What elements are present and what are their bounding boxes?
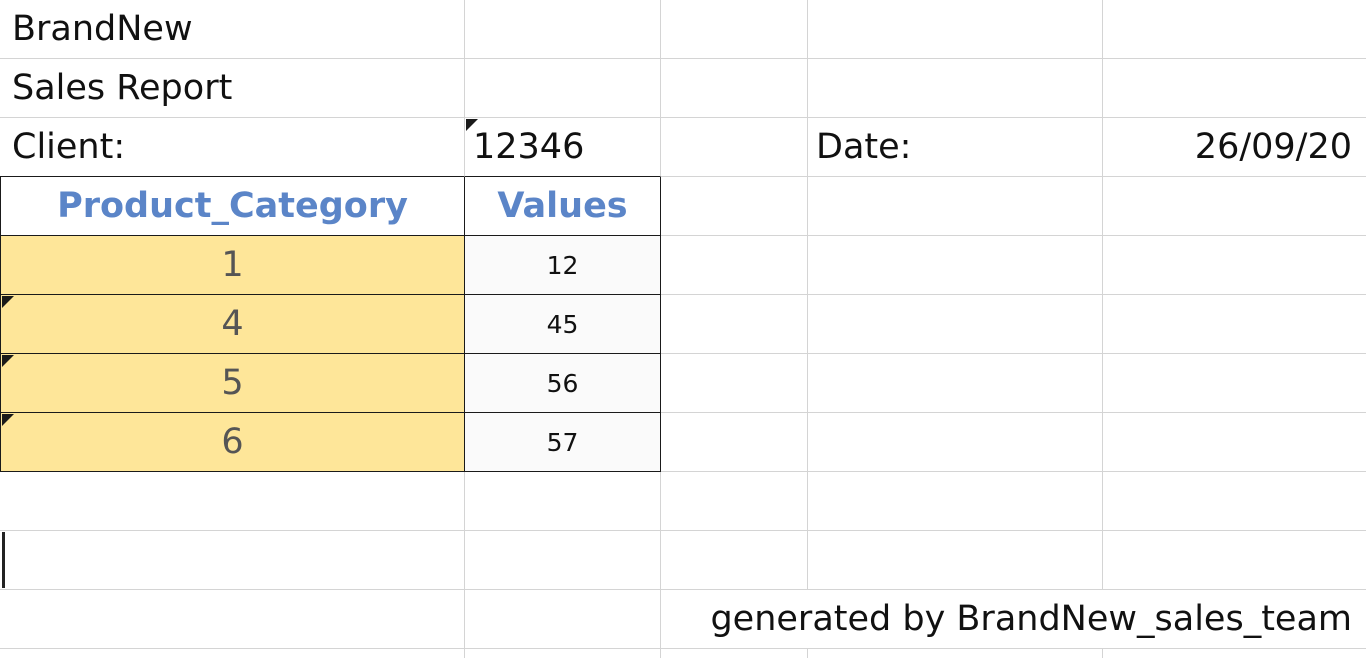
column-header-values[interactable]: Values — [465, 177, 661, 236]
cell-empty[interactable] — [1103, 59, 1366, 118]
sheet-row-2: Sales Report — [0, 59, 1366, 118]
cell-date-label[interactable]: Date: — [808, 118, 1103, 177]
date-label: Date: — [816, 127, 912, 167]
cell-client-label[interactable]: Client: — [0, 118, 465, 177]
footer-note: generated by BrandNew_sales_team — [710, 599, 1352, 639]
category-value: 5 — [221, 363, 244, 403]
cell-empty[interactable] — [0, 472, 465, 531]
error-indicator-icon — [466, 119, 478, 131]
cell-empty[interactable] — [0, 590, 465, 649]
value-number: 12 — [546, 250, 579, 280]
client-value: 12346 — [473, 127, 585, 167]
date-value: 26/09/20 — [1194, 127, 1352, 167]
category-value: 1 — [221, 245, 244, 285]
cell-empty[interactable] — [465, 649, 661, 658]
sheet-row-10 — [0, 531, 1366, 590]
table-row: 4 45 — [0, 295, 1366, 354]
cell-empty[interactable] — [1103, 236, 1366, 295]
cell-empty[interactable] — [808, 531, 1103, 590]
cell-empty[interactable] — [808, 236, 1103, 295]
cell-empty[interactable] — [661, 531, 808, 590]
category-cell[interactable]: 6 — [0, 413, 465, 472]
cell-empty[interactable] — [661, 0, 808, 59]
cell-empty[interactable] — [661, 354, 808, 413]
error-indicator-icon — [2, 414, 14, 426]
cell-empty[interactable] — [661, 295, 808, 354]
category-cell[interactable]: 4 — [0, 295, 465, 354]
cell-client-value[interactable]: 12346 — [465, 118, 661, 177]
cell-empty[interactable] — [661, 118, 808, 177]
cell-date-value[interactable]: 26/09/20 — [1103, 118, 1366, 177]
cell-empty[interactable] — [808, 590, 1103, 649]
cell-empty[interactable] — [1103, 649, 1366, 658]
sheet-row-1: BrandNew — [0, 0, 1366, 59]
cell-empty[interactable] — [0, 649, 465, 658]
cell-empty[interactable] — [808, 177, 1103, 236]
value-cell[interactable]: 57 — [465, 413, 661, 472]
cell-empty[interactable] — [808, 295, 1103, 354]
cell-empty[interactable] — [808, 413, 1103, 472]
cell-empty[interactable] — [808, 59, 1103, 118]
cell-empty[interactable] — [1103, 0, 1366, 59]
cell-empty[interactable] — [808, 0, 1103, 59]
cell-empty[interactable] — [808, 354, 1103, 413]
cell-empty[interactable] — [465, 0, 661, 59]
error-indicator-icon — [2, 296, 14, 308]
cell-empty[interactable] — [1103, 413, 1366, 472]
cell-empty[interactable] — [808, 472, 1103, 531]
cell-empty[interactable] — [465, 590, 661, 649]
value-number: 45 — [546, 309, 579, 339]
category-value: 6 — [221, 422, 244, 462]
cell-report-title[interactable]: Sales Report — [0, 59, 465, 118]
cell-empty[interactable] — [661, 472, 808, 531]
cell-empty[interactable] — [1103, 295, 1366, 354]
cell-empty[interactable] — [661, 413, 808, 472]
category-cell[interactable]: 5 — [0, 354, 465, 413]
table-header-row: Product_Category Values — [0, 177, 1366, 236]
column-header-product-category[interactable]: Product_Category — [0, 177, 465, 236]
sheet-row-9 — [0, 472, 1366, 531]
cell-empty[interactable] — [465, 59, 661, 118]
cell-empty[interactable] — [661, 59, 808, 118]
error-indicator-icon — [2, 355, 14, 367]
cell-company[interactable]: BrandNew — [0, 0, 465, 59]
value-number: 56 — [546, 368, 579, 398]
client-label: Client: — [12, 127, 126, 167]
table-row: 1 12 — [0, 236, 1366, 295]
report-title: Sales Report — [12, 68, 233, 108]
value-cell[interactable]: 45 — [465, 295, 661, 354]
cell-empty[interactable] — [0, 531, 465, 590]
sheet-row-12 — [0, 649, 1366, 658]
cell-empty[interactable] — [661, 649, 808, 658]
cell-empty[interactable] — [661, 177, 808, 236]
value-cell[interactable]: 56 — [465, 354, 661, 413]
value-number: 57 — [546, 427, 579, 457]
column-header-label: Values — [497, 186, 628, 226]
column-header-label: Product_Category — [57, 186, 408, 226]
value-cell[interactable]: 12 — [465, 236, 661, 295]
sheet-row-11: generated by BrandNew_sales_team — [0, 590, 1366, 649]
cell-empty[interactable] — [808, 649, 1103, 658]
category-value: 4 — [221, 304, 244, 344]
cell-empty[interactable] — [465, 531, 661, 590]
cell-empty[interactable] — [1103, 177, 1366, 236]
cell-empty[interactable] — [1103, 472, 1366, 531]
selection-edge — [2, 532, 5, 588]
cell-empty[interactable] — [661, 236, 808, 295]
sheet-row-3: Client: 12346 Date: 26/09/20 — [0, 118, 1366, 177]
table-row: 5 56 — [0, 354, 1366, 413]
cell-empty[interactable] — [1103, 354, 1366, 413]
cell-empty[interactable]: generated by BrandNew_sales_team — [710, 590, 1366, 649]
cell-empty[interactable] — [465, 472, 661, 531]
cell-footer[interactable] — [661, 590, 808, 649]
category-cell[interactable]: 1 — [0, 236, 465, 295]
table-row: 6 57 — [0, 413, 1366, 472]
cell-empty[interactable] — [1103, 531, 1366, 590]
company-name: BrandNew — [12, 9, 193, 49]
